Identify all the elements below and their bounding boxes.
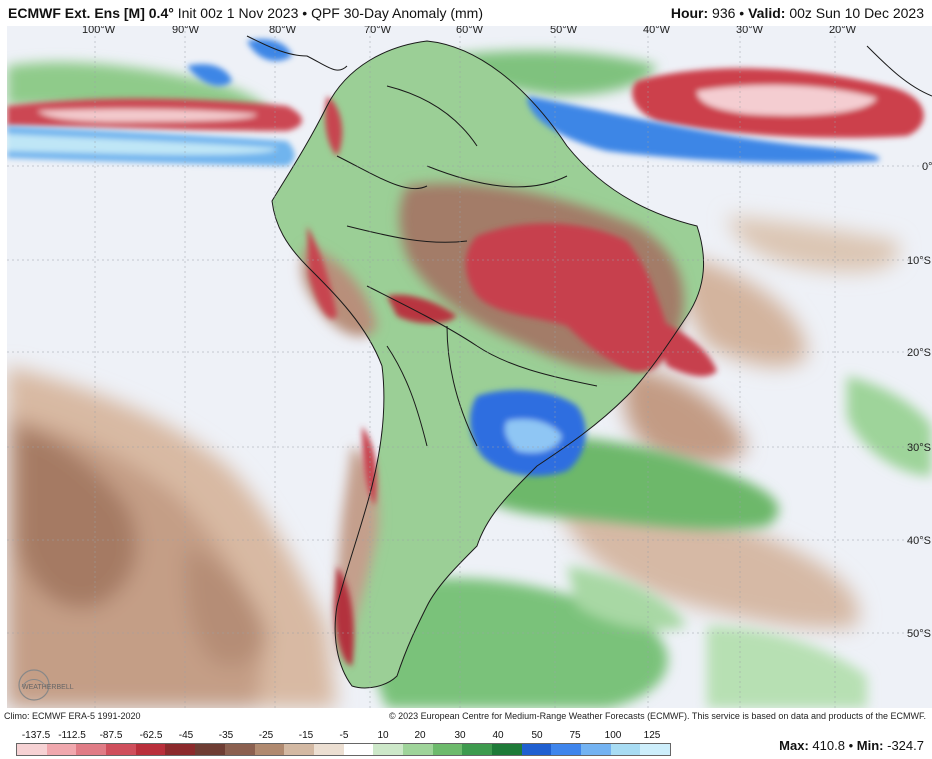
- max-min-stats: Max: 410.8 • Min: -324.7: [779, 738, 924, 753]
- colorbar-swatch: [106, 744, 136, 755]
- south-america-landmass: [272, 41, 704, 688]
- colorbar-legend: [16, 743, 671, 756]
- wet-anomaly-green: [7, 50, 932, 708]
- lon-label: 80°W: [269, 26, 297, 36]
- longitude-labels: 100°W 90°W 80°W 70°W 60°W 50°W 40°W 30°W…: [82, 26, 857, 36]
- min-label: Min:: [856, 738, 884, 753]
- colorbar-tick: -35: [218, 730, 234, 741]
- colorbar-tick: -15: [298, 730, 314, 741]
- colorbar-tick: -45: [178, 730, 194, 741]
- colorbar-tick: 75: [569, 730, 581, 741]
- valid-separator: •: [739, 5, 745, 21]
- wet-band-tropical-atlantic: [187, 39, 880, 163]
- lon-label: 30°W: [736, 26, 764, 36]
- colorbar-tick: 100: [604, 730, 622, 741]
- lat-label: 20°S: [907, 347, 931, 359]
- lat-label: 50°S: [907, 628, 931, 640]
- borders-coastlines: [246, 35, 932, 689]
- colorbar-swatch: [284, 744, 314, 755]
- product-name: QPF 30-Day Anomaly (mm): [311, 5, 483, 21]
- colorbar-swatch: [402, 744, 433, 755]
- colorbar-swatch: [46, 744, 77, 755]
- colorbar-tick: 125: [643, 730, 661, 741]
- hour-label: Hour:: [670, 5, 709, 21]
- colorbar-swatch: [224, 744, 255, 755]
- lon-label: 40°W: [643, 26, 671, 36]
- colorbar-swatch: [492, 744, 522, 755]
- min-value: -324.7: [887, 738, 924, 753]
- colorbar-swatch: [462, 744, 492, 755]
- title-separator: •: [302, 5, 308, 21]
- max-value: 410.8: [812, 738, 845, 753]
- colorbar-swatch: [432, 744, 463, 755]
- colorbar-swatch: [313, 744, 344, 755]
- dry-anomaly-south-pacific: [7, 366, 337, 708]
- dry-band-east-pacific: [7, 98, 302, 131]
- logo-text: WEATHERBELL: [22, 684, 74, 691]
- graticule: [7, 26, 932, 708]
- valid-label: Valid:: [748, 5, 786, 21]
- climo-note: Climo: ECMWF ERA-5 1991-2020: [4, 711, 141, 721]
- colorbar-swatch: [165, 744, 196, 755]
- stats-separator: •: [848, 738, 854, 753]
- model-name: ECMWF Ext. Ens [M] 0.4°: [8, 5, 174, 21]
- lat-label: 10°S: [907, 255, 931, 267]
- lon-label: 60°W: [456, 26, 484, 36]
- colorbar-ticks: -137.5 -112.5 -87.5 -62.5 -45 -35 -25 -1…: [16, 730, 671, 742]
- max-label: Max:: [779, 738, 809, 753]
- colorbar-swatch: [521, 744, 552, 755]
- colorbar-tick: -62.5: [139, 730, 163, 741]
- dry-anomaly-south-atlantic: [557, 216, 899, 629]
- colorbar-swatch: [640, 744, 671, 755]
- hour-value: 936: [712, 5, 736, 21]
- valid-time-block: Hour: 936 • Valid: 00z Sun 10 Dec 2023: [671, 5, 924, 21]
- colorbar-tick: -5: [339, 730, 349, 741]
- colorbar-swatch: [343, 744, 374, 755]
- lat-label: 0°: [922, 161, 932, 173]
- colorbar-swatch: [551, 744, 582, 755]
- valid-value: 00z Sun 10 Dec 2023: [789, 5, 924, 21]
- anomaly-map[interactable]: 100°W 90°W 80°W 70°W 60°W 50°W 40°W 30°W…: [7, 26, 932, 708]
- latitude-labels: 0° 10°S 20°S 30°S 40°S 50°S: [907, 161, 932, 640]
- colorbar-swatch: [254, 744, 285, 755]
- andes-mottled-anomaly: [307, 96, 377, 666]
- lon-label: 90°W: [172, 26, 200, 36]
- init-time: Init 00z 1 Nov 2023: [177, 5, 299, 21]
- colorbar-swatch: [17, 744, 47, 755]
- lon-label: 70°W: [364, 26, 392, 36]
- colorbar-tick: 30: [454, 730, 466, 741]
- weatherbell-logo: WEATHERBELL: [18, 669, 74, 701]
- strong-dry-core-brazil: [387, 223, 717, 377]
- copyright-note: © 2023 European Centre for Medium-Range …: [388, 711, 926, 721]
- strong-wet-core-southern-brazil: [470, 390, 586, 476]
- colorbar-tick: -137.5: [21, 730, 51, 741]
- colorbar-swatch: [581, 744, 611, 755]
- colorbar-tick: -25: [258, 730, 274, 741]
- map-title: ECMWF Ext. Ens [M] 0.4° Init 00z 1 Nov 2…: [8, 5, 483, 21]
- colorbar-tick: 10: [377, 730, 389, 741]
- dry-band-tropical-atlantic: [632, 68, 924, 138]
- wet-band-east-pacific: [7, 126, 295, 166]
- lon-label: 100°W: [82, 26, 116, 36]
- colorbar-swatch: [610, 744, 641, 755]
- colorbar-tick: -112.5: [58, 730, 86, 741]
- colorbar-swatch: [195, 744, 225, 755]
- colorbar-swatch: [76, 744, 107, 755]
- colorbar-tick: -87.5: [99, 730, 123, 741]
- header-bar: ECMWF Ext. Ens [M] 0.4° Init 00z 1 Nov 2…: [0, 0, 932, 26]
- colorbar-tick: 20: [414, 730, 426, 741]
- lat-label: 30°S: [907, 442, 931, 454]
- lon-label: 20°W: [829, 26, 857, 36]
- lon-label: 50°W: [550, 26, 578, 36]
- map-canvas: 100°W 90°W 80°W 70°W 60°W 50°W 40°W 30°W…: [7, 26, 932, 708]
- lat-label: 40°S: [907, 535, 931, 547]
- colorbar-swatch: [373, 744, 403, 755]
- colorbar-swatch: [135, 744, 166, 755]
- colorbar-tick: 50: [531, 730, 543, 741]
- colorbar-tick: 40: [492, 730, 504, 741]
